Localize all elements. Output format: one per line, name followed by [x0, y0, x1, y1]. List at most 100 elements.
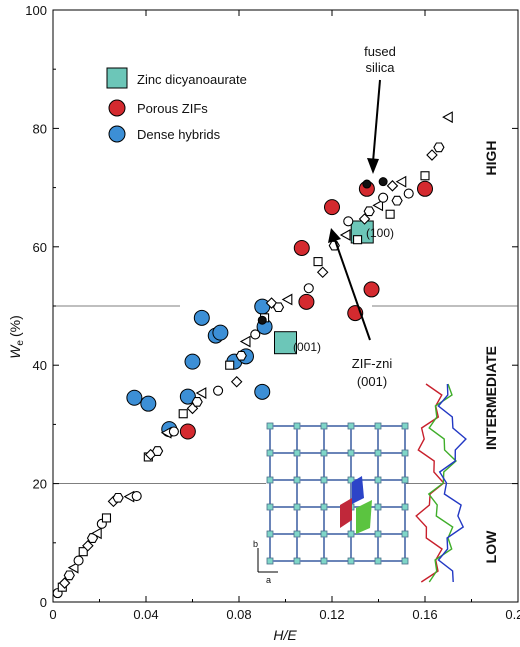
- data-point-filled-black: [257, 315, 267, 325]
- inset-node: [374, 557, 382, 565]
- data-point-open: [235, 350, 247, 361]
- x-axis-label: H/E: [273, 627, 297, 643]
- inset-node: [401, 530, 409, 538]
- data-point-open: [372, 199, 384, 212]
- annotation-fused-silica-arrow: [372, 79, 381, 163]
- inset-node: [401, 476, 409, 484]
- inset-node: [293, 422, 301, 430]
- inset-node: [266, 422, 274, 430]
- data-point-open: [395, 175, 407, 188]
- data-point-open: [343, 216, 354, 227]
- inset-node: [347, 530, 355, 538]
- inset-node: [266, 503, 274, 511]
- data-point-open: [225, 360, 235, 370]
- inset-chains: [415, 383, 467, 583]
- inset-node: [293, 503, 301, 511]
- data-point-open: [353, 235, 363, 245]
- annotation-zif-zni-arrow: [334, 239, 371, 341]
- inset-node: [320, 530, 328, 538]
- inset-node: [293, 449, 301, 457]
- x-tick-label: 0.16: [412, 607, 437, 622]
- data-point-open: [358, 213, 371, 225]
- data-point-open: [178, 409, 188, 419]
- inset-node: [293, 476, 301, 484]
- data-point-open: [378, 192, 389, 203]
- inset-chain-blue: [437, 383, 467, 583]
- data-point-dense-hybrid: [184, 353, 201, 370]
- inset-node: [320, 557, 328, 565]
- data-point-open: [195, 387, 207, 399]
- data-point-open: [230, 375, 243, 388]
- inset-highlight-green: [356, 500, 372, 534]
- x-tick-label: 0.04: [133, 607, 158, 622]
- x-tick-label: 0.20: [505, 607, 520, 622]
- data-point-open: [339, 229, 351, 241]
- data-point-open: [131, 490, 142, 502]
- data-point-open: [272, 302, 285, 313]
- data-point-open: [101, 513, 112, 523]
- data-point-open: [403, 188, 414, 199]
- inset-node: [266, 530, 274, 538]
- inset-crystal-structure: b a: [253, 383, 467, 585]
- data-point-dense-hybrid: [179, 388, 196, 405]
- data-point-open: [82, 539, 94, 552]
- inset-chain-red: [415, 383, 445, 583]
- annotation-zif-zni-line2: (001): [357, 374, 387, 389]
- data-point-open: [91, 527, 102, 540]
- data-point-porous-zif: [324, 199, 340, 216]
- legend-label-dense-hybrids: Dense hybrids: [137, 127, 221, 142]
- inset-node: [374, 476, 382, 484]
- data-point-open: [151, 446, 164, 456]
- annotation-fused-silica: fused silica: [364, 44, 396, 174]
- annotation-label-001: (001): [293, 340, 321, 354]
- region-label-low: LOW: [483, 530, 499, 563]
- annotation-zif-zni-line1: ZIF-zni: [352, 356, 393, 371]
- data-point-porous-zif: [179, 423, 196, 440]
- inset-node: [401, 449, 409, 457]
- inset-node: [320, 449, 328, 457]
- inset-node: [374, 530, 382, 538]
- y-tick-label: 100: [25, 3, 47, 18]
- inset-node: [266, 557, 274, 565]
- inset-node: [374, 422, 382, 430]
- inset-node: [320, 503, 328, 511]
- legend-label-zinc-dicyanoaurate: Zinc dicyanoaurate: [137, 72, 247, 87]
- legend-marker-dense-hybrids: [108, 125, 126, 143]
- inset-axis-label-a: a: [266, 575, 271, 585]
- inset-node: [374, 449, 382, 457]
- inset-chain-green: [427, 383, 458, 583]
- axis-ticks: 0 0.04 0.08 0.12 0.16 0.20 0 20 40 60 80 100: [25, 3, 520, 622]
- inset-node: [320, 476, 328, 484]
- data-point-porous-zif: [298, 293, 315, 310]
- data-point-open: [385, 209, 395, 219]
- inset-node: [293, 530, 301, 538]
- data-point-open: [281, 293, 293, 306]
- inset-node: [293, 557, 301, 565]
- data-point-open: [78, 547, 88, 557]
- region-label-high: HIGH: [483, 141, 499, 176]
- data-point-open: [239, 335, 251, 348]
- inset-node: [266, 476, 274, 484]
- annotation-fused-silica-line2: silica: [366, 60, 396, 75]
- data-point-porous-zif: [363, 281, 380, 298]
- inset-node: [320, 422, 328, 430]
- data-point-open: [303, 283, 314, 294]
- data-point-open: [112, 492, 124, 503]
- inset-node: [401, 503, 409, 511]
- data-point-open: [420, 171, 430, 181]
- data-point-open: [316, 266, 329, 279]
- inset-node: [266, 449, 274, 457]
- annotation-fused-silica-arrowhead: [367, 158, 379, 174]
- region-label-intermediate: INTERMEDIATE: [483, 346, 499, 450]
- y-tick-label: 80: [33, 121, 47, 136]
- data-point-dense-hybrid: [126, 389, 143, 406]
- annotation-zif-zni: ZIF-zni (001): [328, 228, 392, 389]
- legend-marker-zinc-dicyanoaurate: [106, 67, 128, 89]
- data-point-open: [63, 570, 75, 581]
- inset-node: [347, 449, 355, 457]
- inset-node: [347, 422, 355, 430]
- inset-node: [401, 422, 409, 430]
- x-tick-label: 0.12: [319, 607, 344, 622]
- annotation-label-100: (100): [366, 226, 394, 240]
- annotation-zif-zni-arrowhead: [328, 228, 341, 243]
